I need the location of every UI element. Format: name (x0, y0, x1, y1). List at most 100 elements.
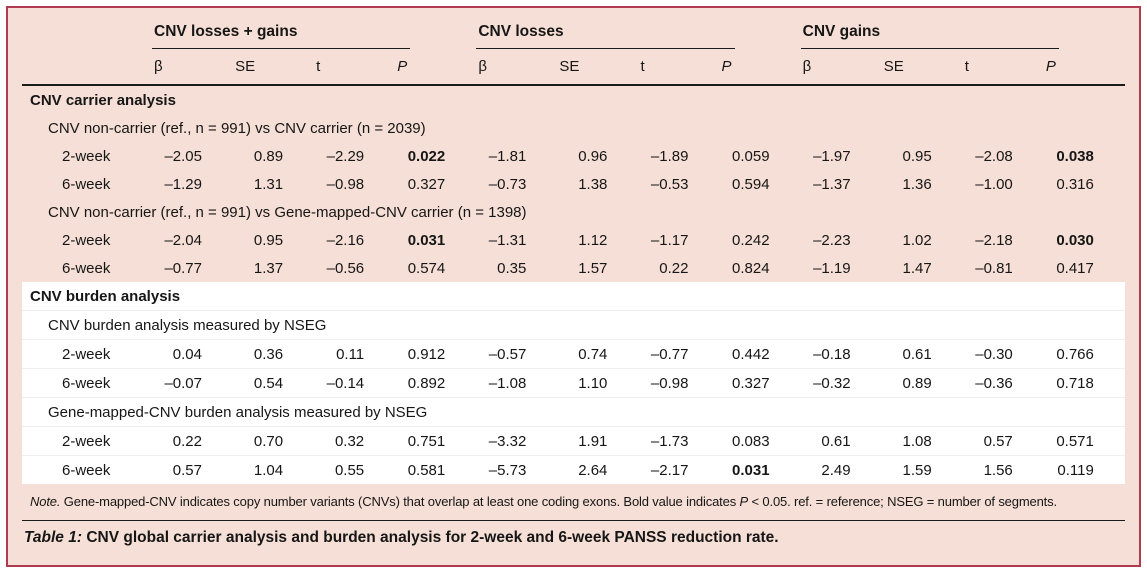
data-value: 0.54 (253, 374, 284, 392)
data-cell: –0.77 (638, 339, 720, 369)
data-value: 0.316 (1056, 175, 1094, 193)
data-cell: –1.00 (963, 170, 1044, 198)
column-header-se: SE (557, 49, 639, 86)
data-value: 0.574 (407, 259, 446, 277)
data-cell: 0.824 (720, 254, 801, 282)
data-value: 0.022 (407, 147, 446, 165)
data-cell: –0.14 (314, 368, 396, 398)
row-label: 6-week (62, 259, 111, 277)
data-cell: –0.81 (963, 254, 1044, 282)
table-caption: Table 1: CNV global carrier analysis and… (22, 521, 1125, 547)
data-value: –2.08 (975, 147, 1013, 165)
data-cell: 0.718 (1043, 368, 1125, 398)
data-value: 0.96 (578, 147, 608, 165)
data-value: 1.91 (578, 432, 608, 450)
data-value: 0.083 (732, 432, 770, 450)
row-label: 2-week (62, 147, 111, 165)
table-row: 2-week –2.05 0.89 –2.29 0.022 –1.81 0.96 –1.89 0… (22, 142, 1125, 170)
data-value: 0.57 (172, 461, 202, 479)
caption-number: 1: (63, 529, 87, 546)
data-value: –0.53 (650, 175, 689, 193)
data-value: –0.73 (488, 175, 527, 193)
data-cell: –0.18 (800, 339, 882, 369)
section-title: CNV carrier analysis (30, 91, 176, 109)
data-cell: –0.32 (800, 368, 882, 398)
data-value: 1.12 (578, 231, 608, 249)
data-value: 0.718 (1056, 374, 1094, 392)
data-cell: 1.10 (557, 368, 639, 398)
data-cell: 1.36 (882, 170, 963, 198)
data-cell: –1.73 (638, 426, 720, 456)
column-header-p: P (395, 49, 477, 86)
group-header-row: CNV losses + gains CNV losses CNV gains (22, 13, 1125, 49)
table-frame: CNV losses + gains CNV losses CNV gains … (6, 6, 1141, 567)
data-cell: 0.038 (1044, 142, 1125, 170)
data-cell: 0.36 (233, 339, 315, 369)
data-value: –2.29 (326, 147, 365, 165)
data-cell: –0.53 (638, 170, 719, 198)
data-cell: –2.08 (963, 142, 1044, 170)
data-value: –1.31 (488, 231, 527, 249)
data-value: 0.059 (732, 147, 770, 165)
data-value: 0.242 (732, 231, 770, 249)
data-value: 0.55 (334, 461, 365, 479)
subsection-label: CNV non-carrier (ref., n = 991) vs CNV c… (48, 119, 426, 137)
data-cell: –0.98 (638, 368, 720, 398)
group-header-label: CNV losses (476, 23, 735, 49)
data-value: 0.57 (983, 432, 1013, 450)
data-cell: 0.083 (719, 426, 801, 456)
table-row: 6-week –0.07 0.54 –0.14 0.892 –1.08 1.10 –0.98 0… (22, 368, 1125, 398)
data-cell: –0.56 (314, 254, 395, 282)
data-cell: 0.61 (800, 426, 882, 456)
row-label: 6-week (22, 368, 152, 398)
data-cell: 0.022 (395, 142, 476, 170)
data-value: 2.64 (578, 461, 608, 479)
group-header-label: CNV losses + gains (152, 23, 411, 49)
data-cell: –1.81 (476, 142, 557, 170)
data-cell: –0.57 (476, 339, 558, 369)
data-value: –0.98 (650, 374, 689, 392)
data-value: 0.70 (253, 432, 284, 450)
data-value: 0.442 (732, 345, 770, 363)
data-cell: 0.574 (395, 254, 476, 282)
data-value: 1.47 (902, 259, 932, 277)
row-label: 6-week (62, 175, 111, 193)
data-cell: –1.37 (801, 170, 882, 198)
data-cell: 1.37 (233, 254, 314, 282)
data-value: 0.61 (902, 345, 932, 363)
note-text: < 0.05. ref. = reference; NSEG = number … (748, 494, 1058, 509)
caption-text: CNV global carrier analysis and burden a… (86, 529, 779, 546)
data-value: 2.49 (821, 461, 851, 479)
data-value: –0.56 (326, 259, 365, 277)
data-cell: 1.91 (557, 426, 639, 456)
data-value: 0.327 (407, 175, 446, 193)
column-header-se: SE (881, 49, 963, 86)
group-header-label: CNV gains (800, 23, 1059, 49)
data-value: 0.04 (172, 345, 202, 363)
data-value: 1.10 (578, 374, 608, 392)
data-value: 0.751 (407, 432, 446, 450)
data-value: –1.97 (813, 147, 851, 165)
data-cell: 1.02 (882, 226, 963, 254)
data-cell: 0.031 (395, 226, 476, 254)
data-cell: 0.327 (395, 170, 476, 198)
section-title: CNV burden analysis (22, 282, 1125, 311)
note-text: Gene-mapped-CNV indicates copy number va… (60, 494, 740, 509)
data-cell: 0.059 (720, 142, 801, 170)
subsection-label-row: Gene-mapped-CNV burden analysis measured… (22, 397, 1125, 427)
empty-corner-cell (22, 49, 152, 86)
data-cell: –0.30 (962, 339, 1044, 369)
data-value: –0.07 (164, 374, 202, 392)
data-value: 0.119 (1057, 461, 1094, 479)
data-value: –1.81 (488, 147, 527, 165)
table-row: 2-week 0.22 0.70 0.32 0.751 –3.32 1.91 –1.73 0.0… (22, 426, 1125, 456)
caption-table-word: Table (24, 529, 64, 546)
row-label: 6-week (62, 461, 111, 479)
group-header-cnv-losses: CNV losses (476, 13, 800, 49)
data-value: –0.18 (813, 345, 851, 363)
column-header-t: t (638, 49, 720, 86)
data-value: –1.19 (813, 259, 851, 277)
data-cell: 0.594 (720, 170, 801, 198)
data-cell: –1.97 (801, 142, 882, 170)
data-cell: –3.32 (476, 426, 558, 456)
